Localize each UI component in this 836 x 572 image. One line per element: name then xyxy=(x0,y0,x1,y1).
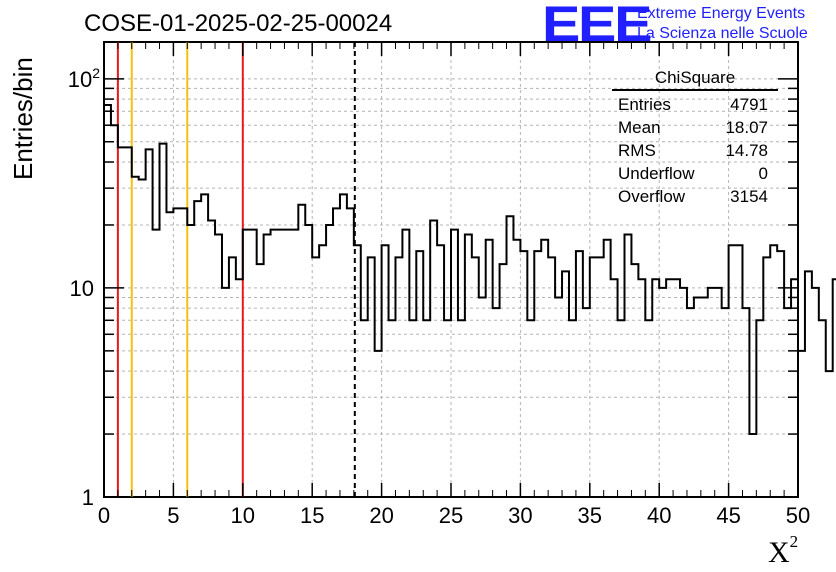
stats-label: Underflow xyxy=(618,164,695,183)
x-tick-label: 50 xyxy=(786,503,810,528)
histogram-series xyxy=(104,103,836,436)
x-tick-label: 10 xyxy=(231,503,255,528)
stats-label: Overflow xyxy=(618,187,686,206)
reference-lines xyxy=(116,42,356,497)
x-tick-label: 20 xyxy=(369,503,393,528)
logo-caption-line1: Extreme Energy Events xyxy=(637,5,806,22)
stats-row-rms: RMS 14.78 xyxy=(612,139,778,162)
x-tick-label: 40 xyxy=(647,503,671,528)
logo-caption-line2: La Scienza nelle Scuole xyxy=(637,25,808,42)
x-tick-label: 35 xyxy=(578,503,602,528)
stats-value: 18.07 xyxy=(725,118,768,137)
y-tick-label: 10 xyxy=(70,276,94,301)
x-axis-label: X2 xyxy=(768,532,798,570)
y-tick-label: 102 xyxy=(68,65,100,92)
stats-value: 14.78 xyxy=(725,141,768,160)
stats-value: 4791 xyxy=(730,95,768,114)
x-tick-label: 0 xyxy=(98,503,110,528)
stats-label: RMS xyxy=(618,141,656,160)
x-axis-label-text: X xyxy=(768,536,790,569)
y-axis-label: Entries/bin xyxy=(8,57,38,180)
stats-row-overflow: Overflow 3154 xyxy=(612,185,778,208)
x-tick-label: 5 xyxy=(167,503,179,528)
x-tick-label: 45 xyxy=(716,503,740,528)
x-tick-label: 25 xyxy=(439,503,463,528)
stats-value: 3154 xyxy=(730,187,768,206)
stats-value: 0 xyxy=(758,164,768,183)
stats-row-underflow: Underflow 0 xyxy=(612,162,778,185)
stats-label: Mean xyxy=(618,118,661,137)
eee-logo: EEE xyxy=(542,0,652,52)
stats-box: ChiSquare Entries 4791 Mean 18.07 RMS 14.78… xyxy=(612,68,778,208)
x-axis-label-exponent: 2 xyxy=(789,532,799,551)
x-tick-label: 15 xyxy=(300,503,324,528)
stats-row-entries: Entries 4791 xyxy=(612,93,778,116)
stats-title: ChiSquare xyxy=(612,68,778,91)
x-tick-label: 30 xyxy=(508,503,532,528)
stats-row-mean: Mean 18.07 xyxy=(612,116,778,139)
stats-label: Entries xyxy=(618,95,671,114)
chart-title: COSE-01-2025-02-25-00024 xyxy=(84,10,393,37)
axis-ticks: 0 5 10 15 20 25 30 35 40 45 50 1 10 102 xyxy=(68,42,810,528)
logo-caption: Extreme Energy Events La Scienza nelle S… xyxy=(637,4,808,44)
y-tick-label: 1 xyxy=(82,485,94,510)
